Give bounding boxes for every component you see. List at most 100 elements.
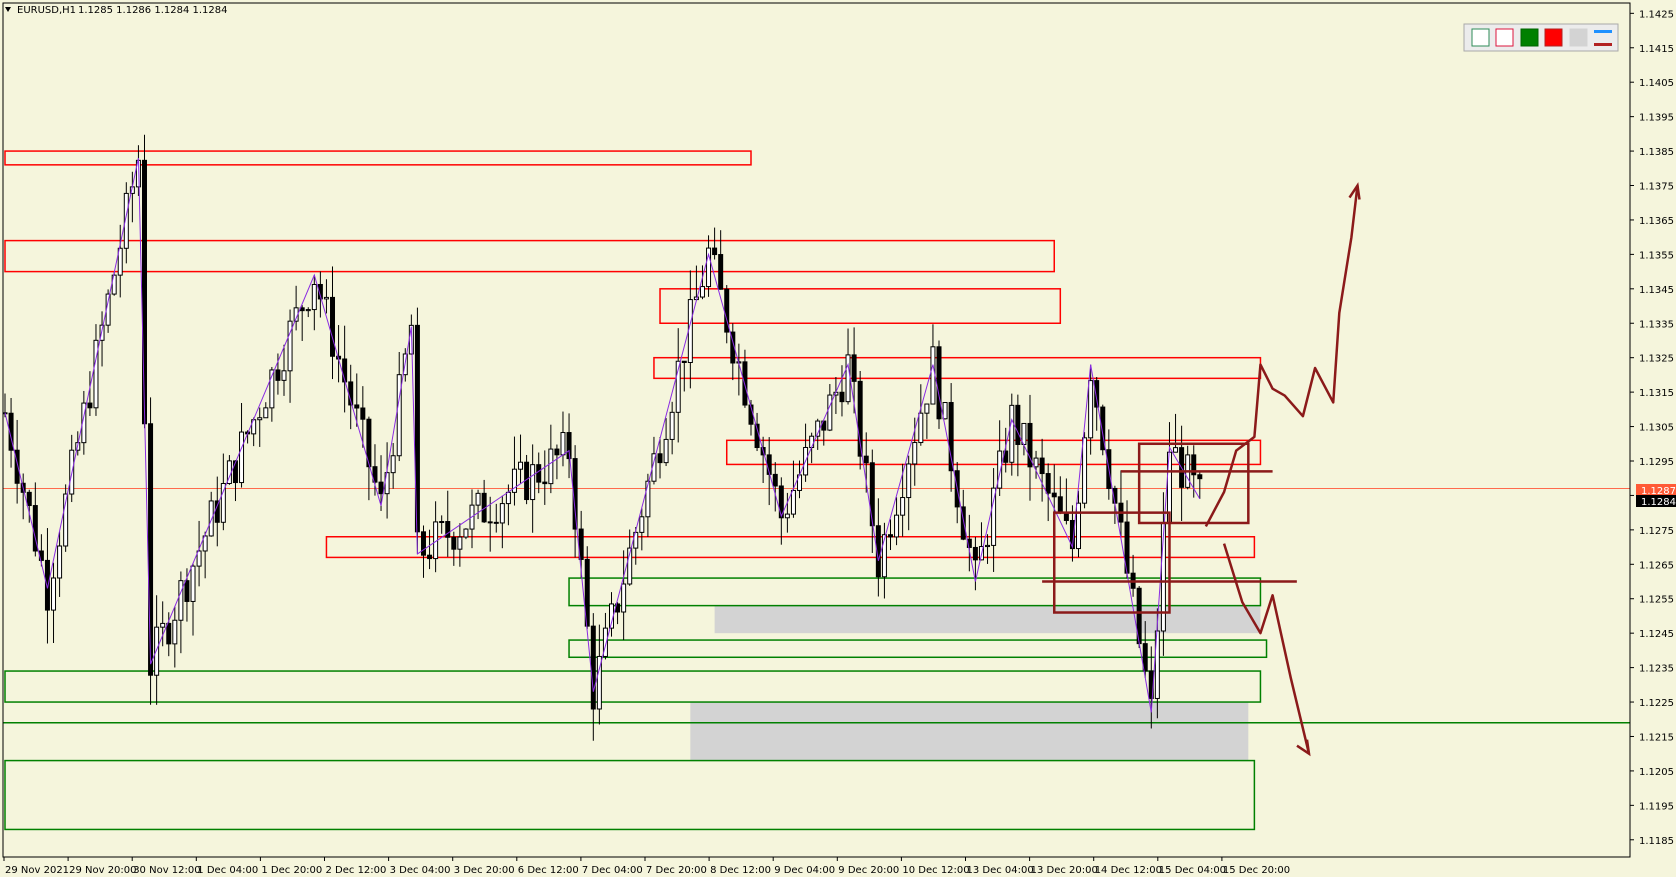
support-zone[interactable] — [568, 577, 1262, 607]
resistance-zone[interactable] — [725, 439, 1262, 466]
candle-body — [699, 286, 705, 298]
candle-body — [281, 370, 287, 381]
bull-candle-filled-icon[interactable] — [1520, 28, 1539, 47]
candle-body — [602, 627, 608, 657]
bear-candle-filled-icon[interactable] — [1544, 28, 1563, 47]
candle-body — [190, 565, 196, 602]
candle-body — [220, 482, 226, 523]
candle — [772, 462, 778, 512]
candle-body — [1009, 404, 1015, 463]
candle-body — [154, 626, 160, 676]
resistance-zone[interactable] — [4, 239, 1055, 273]
candle-body — [706, 247, 712, 288]
candle-body — [196, 550, 202, 567]
candle-body — [518, 461, 524, 470]
candle-body — [317, 283, 323, 300]
candle — [99, 311, 105, 367]
candle — [596, 624, 602, 725]
candle — [548, 424, 554, 494]
candle — [57, 531, 63, 597]
candle — [93, 324, 99, 416]
candle — [851, 327, 857, 414]
candle-body — [378, 481, 384, 495]
candle-body — [924, 403, 930, 414]
y-tick-label: 1.1425 — [1639, 9, 1674, 20]
candle-body — [530, 464, 536, 501]
candle-body — [445, 521, 451, 538]
forecast-down-path[interactable] — [1222, 543, 1311, 754]
candle — [1136, 585, 1142, 648]
candle — [172, 606, 178, 668]
candle — [117, 224, 123, 298]
resistance-zone[interactable] — [4, 150, 752, 166]
candle — [536, 452, 542, 494]
bull-candle-outline-icon[interactable] — [1471, 28, 1490, 47]
candle-body — [178, 580, 184, 621]
candle-body — [457, 536, 463, 550]
candle-body — [51, 577, 57, 611]
gap-fill-zone[interactable] — [714, 605, 1261, 634]
candle-body — [1039, 457, 1045, 475]
bear-candle-outline-icon[interactable] — [1495, 28, 1514, 47]
candle-body — [857, 380, 863, 457]
candle — [511, 436, 517, 506]
candle — [566, 413, 572, 479]
y-tick-label: 1.1395 — [1639, 113, 1674, 124]
candle — [699, 265, 705, 300]
candle-body — [936, 346, 942, 420]
zigzag-line[interactable] — [4, 157, 1201, 713]
candle — [311, 275, 317, 331]
candle-body — [639, 516, 645, 533]
candle — [887, 519, 893, 551]
candle-body — [63, 493, 69, 547]
candle — [918, 384, 924, 446]
candle — [924, 403, 930, 439]
candle-body — [1057, 496, 1063, 514]
candle — [1142, 621, 1148, 678]
candle — [985, 534, 991, 564]
resistance-zone[interactable] — [325, 536, 1256, 559]
dropdown-triangle-icon[interactable] — [5, 7, 11, 12]
candle-body — [505, 491, 511, 505]
forecast-up-arrowhead — [1348, 182, 1361, 200]
candle — [839, 365, 845, 417]
candle — [681, 360, 687, 392]
candle — [330, 266, 336, 380]
candle-body — [627, 547, 633, 585]
line-style-icon[interactable] — [1594, 30, 1612, 46]
resistance-zone[interactable] — [659, 288, 1062, 324]
candle-body — [554, 448, 560, 456]
candle-body — [372, 466, 378, 483]
y-tick-label: 1.1315 — [1639, 388, 1674, 399]
candle — [718, 230, 724, 290]
y-tick-label: 1.1245 — [1639, 629, 1674, 640]
candle-body — [942, 402, 948, 420]
candle-body — [778, 485, 784, 519]
candle — [1100, 404, 1106, 456]
support-zone[interactable] — [568, 639, 1268, 659]
candle-body — [906, 463, 912, 499]
gap-fill-zone[interactable] — [690, 702, 1249, 761]
ohlc-readout: 1.1285 1.1286 1.1284 1.1284 — [78, 5, 228, 16]
candle-body — [323, 296, 329, 300]
candle — [239, 403, 245, 488]
x-tick-label: 13 Dec 20:00 — [1031, 865, 1098, 876]
candle — [518, 434, 524, 484]
candle — [530, 444, 536, 533]
forecast-box[interactable] — [1137, 442, 1250, 525]
y-tick-label: 1.1185 — [1639, 836, 1674, 847]
candle-body — [366, 418, 372, 468]
candle — [141, 134, 147, 429]
candle — [342, 325, 348, 413]
forecast-up-path[interactable] — [1204, 185, 1359, 528]
x-tick-label: 13 Dec 04:00 — [967, 865, 1034, 876]
y-tick-label: 1.1365 — [1639, 216, 1674, 227]
candle-body — [821, 420, 827, 431]
blank-swatch-icon[interactable] — [1569, 28, 1588, 47]
candle — [584, 546, 590, 630]
support-zone[interactable] — [4, 759, 1256, 831]
forecast-box[interactable] — [1052, 511, 1171, 614]
support-zone[interactable] — [4, 670, 1262, 703]
candle — [8, 397, 14, 468]
